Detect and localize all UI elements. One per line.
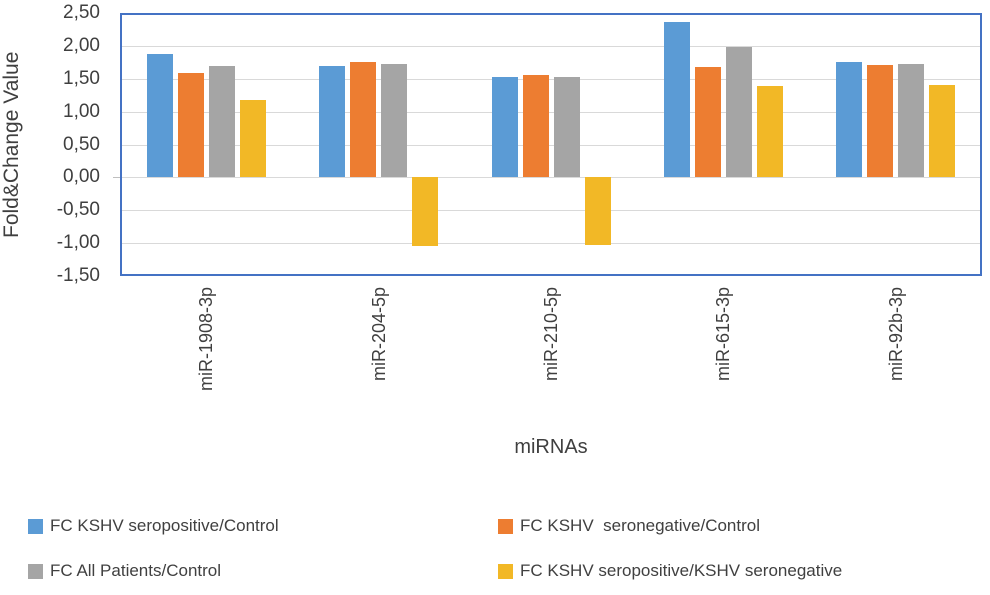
- bar-miR-204-5p-series2: [381, 63, 408, 178]
- legend-label: FC KSHV seronegative/Control: [520, 516, 760, 535]
- bar-miR-204-5p-series3: [412, 177, 439, 246]
- y-tick-label: 0,50: [63, 133, 100, 155]
- bar-miR-615-3p-series0: [663, 21, 690, 178]
- legend-item-seronegative-control: FC KSHV seronegative/Control: [498, 516, 978, 536]
- y-tick-label: -0,50: [56, 199, 100, 221]
- legend: FC KSHV seropositive/Control FC KSHV ser…: [28, 516, 978, 581]
- legend-swatch-orange-icon: [498, 518, 513, 534]
- zero-axis-tick: [113, 177, 120, 179]
- bar-miR-1908-3p-series2: [208, 65, 235, 178]
- y-tick-label: 2,00: [63, 34, 100, 56]
- bar-miR-92b-3p-series2: [898, 63, 925, 178]
- bar-miR-210-5p-series0: [491, 77, 518, 178]
- legend-swatch-blue-icon: [28, 518, 43, 534]
- y-tick-label: 1,00: [63, 100, 100, 122]
- gridline: [122, 243, 980, 245]
- legend-item-all-patients-control: FC All Patients/Control: [28, 561, 498, 581]
- x-axis-title: miRNAs: [514, 436, 588, 458]
- y-tick-label: -1,00: [56, 232, 100, 254]
- y-tick-label: 0,00: [63, 166, 100, 188]
- legend-label: FC KSHV seropositive/Control: [50, 516, 279, 535]
- y-tick-label: 1,50: [63, 67, 100, 89]
- y-tick-label: 2,50: [63, 2, 100, 23]
- legend-swatch-gray-icon: [28, 563, 43, 579]
- bar-miR-210-5p-series1: [522, 75, 549, 178]
- bar-miR-210-5p-series2: [553, 76, 580, 178]
- bar-miR-1908-3p-series1: [177, 73, 204, 178]
- legend-item-seropositive-control: FC KSHV seropositive/Control: [28, 516, 498, 536]
- x-category-label: miR-1908-3p: [196, 287, 217, 392]
- y-tick-label: -1,50: [56, 265, 100, 286]
- gridline: [122, 45, 980, 47]
- bar-miR-1908-3p-series3: [239, 100, 266, 178]
- x-category-label: miR-615-3p: [713, 287, 734, 382]
- bar-miR-204-5p-series0: [319, 65, 346, 178]
- gridline: [122, 78, 980, 80]
- x-category-label: miR-210-5p: [541, 287, 561, 382]
- legend-label: FC All Patients/Control: [50, 561, 222, 580]
- gridline: [122, 144, 980, 146]
- x-category-label: miR-92b-3p: [885, 287, 906, 382]
- legend-label: FC KSHV seropositive/KSHV seronegative: [520, 561, 843, 580]
- x-category-label: miR-204-5p: [368, 287, 389, 382]
- bar-miR-92b-3p-series3: [929, 85, 956, 178]
- bar-miR-615-3p-series3: [756, 85, 783, 178]
- bar-miR-210-5p-series3: [584, 177, 611, 246]
- bar-miR-1908-3p-series0: [146, 54, 173, 178]
- gridline: [122, 177, 980, 179]
- bar-miR-615-3p-series1: [694, 66, 721, 178]
- legend-item-seropositive-seronegative: FC KSHV seropositive/KSHV seronegative: [498, 561, 978, 581]
- bar-miR-92b-3p-series1: [867, 64, 894, 178]
- gridline: [122, 111, 980, 113]
- gridline: [122, 210, 980, 212]
- bar-miR-204-5p-series1: [350, 61, 377, 178]
- bar-miR-615-3p-series2: [725, 47, 752, 178]
- bar-miR-92b-3p-series0: [836, 61, 863, 178]
- legend-swatch-yellow-icon: [498, 563, 513, 579]
